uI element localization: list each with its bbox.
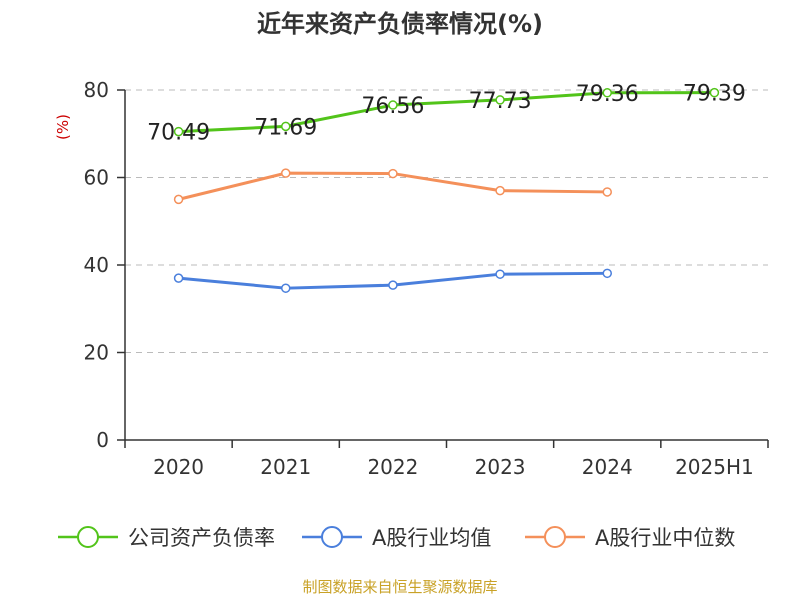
chart-title: 近年来资产负债率情况(%) bbox=[257, 10, 543, 38]
data-point[interactable] bbox=[281, 283, 291, 293]
data-point[interactable] bbox=[495, 95, 505, 105]
data-label: 79.39 bbox=[683, 82, 746, 107]
y-axis-label: (%) bbox=[54, 114, 72, 140]
y-tick-label: 20 bbox=[84, 341, 109, 365]
data-point[interactable] bbox=[281, 168, 291, 178]
series-line-1 bbox=[178, 91, 715, 134]
data-point[interactable] bbox=[602, 268, 612, 279]
data-points bbox=[173, 87, 720, 293]
data-point[interactable] bbox=[495, 269, 505, 279]
data-point[interactable] bbox=[602, 88, 612, 98]
x-tick-label: 2021 bbox=[260, 455, 311, 479]
legend-item-3[interactable]: A股行业中位数 bbox=[525, 526, 735, 550]
legend-marker bbox=[77, 526, 99, 548]
data-label: 71.69 bbox=[254, 115, 317, 140]
legend: 公司资产负债率 A股行业均值 A股行业中位数 bbox=[58, 526, 735, 550]
data-point[interactable] bbox=[173, 194, 184, 205]
legend-label: A股行业中位数 bbox=[595, 526, 735, 550]
x-tick-label: 2024 bbox=[582, 455, 633, 479]
data-point[interactable] bbox=[173, 273, 184, 283]
data-point[interactable] bbox=[388, 168, 398, 179]
data-point[interactable] bbox=[495, 185, 505, 196]
data-label: 77.73 bbox=[469, 89, 532, 114]
data-point[interactable] bbox=[388, 280, 398, 290]
source-note: 制图数据来自恒生聚源数据库 bbox=[302, 578, 497, 596]
axes: 0 20 40 60 80 2020 2021 2022 2023 2024 2025H1 bbox=[84, 78, 769, 479]
data-label: 76.56 bbox=[361, 94, 424, 119]
data-point[interactable] bbox=[388, 100, 398, 110]
x-tick-label: 2025H1 bbox=[675, 455, 754, 479]
legend-label: 公司资产负债率 bbox=[128, 526, 275, 550]
data-labels: 70.49 71.69 76.56 77.73 79.36 79.39 bbox=[147, 82, 746, 146]
data-point[interactable] bbox=[709, 87, 720, 98]
y-tick-label: 80 bbox=[84, 78, 109, 102]
data-label: 70.49 bbox=[147, 121, 210, 146]
data-label: 79.36 bbox=[576, 82, 639, 107]
legend-marker bbox=[321, 526, 343, 548]
x-tick-label: 2020 bbox=[153, 455, 204, 479]
legend-item-2[interactable]: A股行业均值 bbox=[302, 526, 491, 550]
x-tick-label: 2023 bbox=[475, 455, 526, 479]
data-point[interactable] bbox=[173, 126, 184, 137]
data-point[interactable] bbox=[602, 187, 612, 197]
data-point[interactable] bbox=[281, 121, 291, 132]
y-tick-label: 0 bbox=[96, 428, 109, 452]
legend-label: A股行业均值 bbox=[372, 526, 491, 550]
y-tick-label: 60 bbox=[84, 166, 109, 190]
legend-item-1[interactable]: 公司资产负债率 bbox=[58, 526, 275, 550]
y-tick-label: 40 bbox=[84, 253, 109, 277]
legend-marker bbox=[544, 526, 566, 548]
x-tick-label: 2022 bbox=[367, 455, 418, 479]
grid-lines bbox=[125, 89, 768, 353]
